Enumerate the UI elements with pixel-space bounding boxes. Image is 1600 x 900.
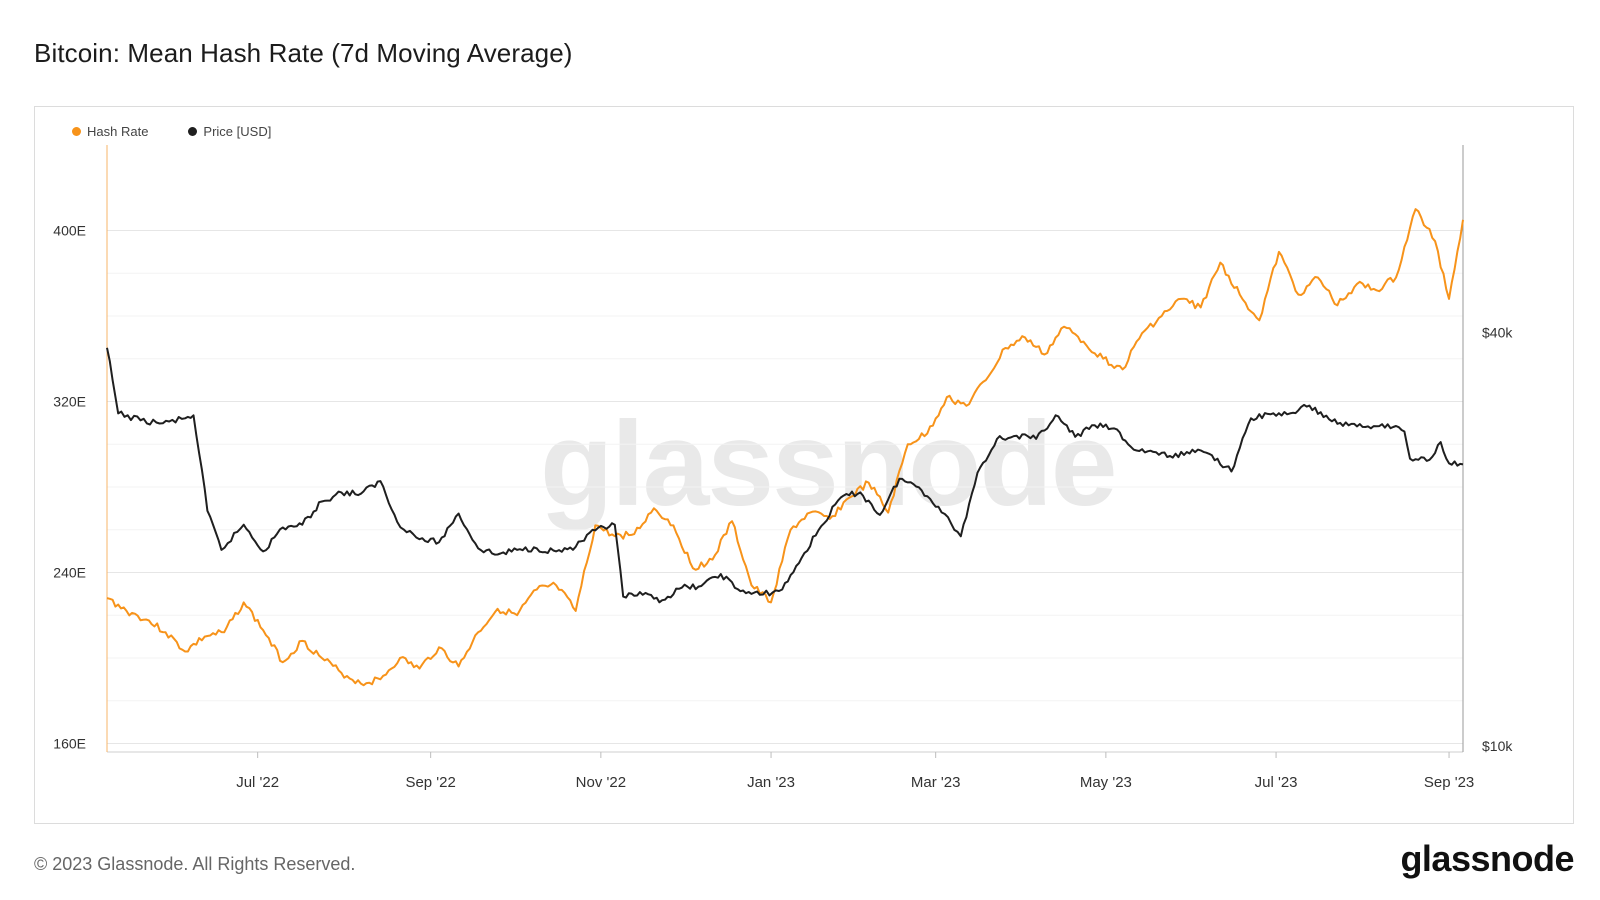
y-right-tick-label: $10k bbox=[1482, 738, 1513, 754]
y-left-tick-label: 160E bbox=[53, 735, 86, 751]
x-tick-label: Jul '23 bbox=[1255, 774, 1298, 791]
axis-layer: 160E 240E 320E 400E $10k $40k Jul '22 Sep '22 No… bbox=[53, 145, 1513, 791]
y-right-tick-label: $40k bbox=[1482, 324, 1513, 340]
y-left-tick-label: 240E bbox=[53, 564, 86, 580]
y-left-tick-label: 400E bbox=[53, 222, 86, 238]
copyright-footer: © 2023 Glassnode. All Rights Reserved. bbox=[34, 854, 356, 874]
legend-label: Hash Rate bbox=[87, 124, 149, 139]
chart-legend: Hash Rate Price [USD] bbox=[72, 124, 271, 139]
legend-dot-hash-rate bbox=[72, 127, 81, 136]
legend-item-price[interactable]: Price [USD] bbox=[188, 124, 271, 139]
legend-label: Price [USD] bbox=[203, 124, 272, 139]
x-tick-label: May '23 bbox=[1080, 774, 1132, 791]
price-line bbox=[106, 347, 1464, 604]
x-tick-label: Sep '22 bbox=[405, 774, 455, 791]
glassnode-logo[interactable]: glassnode bbox=[1400, 838, 1574, 879]
x-tick-label: Sep '23 bbox=[1424, 774, 1474, 791]
legend-item-hash-rate[interactable]: Hash Rate bbox=[72, 124, 148, 139]
x-tick-label: Nov '22 bbox=[576, 774, 626, 791]
series-layer bbox=[106, 208, 1464, 687]
x-tick-label: Jan '23 bbox=[747, 774, 795, 791]
chart-title: Bitcoin: Mean Hash Rate (7d Moving Avera… bbox=[34, 38, 573, 68]
hash-rate-line bbox=[106, 208, 1464, 687]
legend-dot-price bbox=[188, 127, 198, 136]
y-left-tick-label: 320E bbox=[53, 393, 86, 409]
x-tick-label: Jul '22 bbox=[236, 774, 279, 791]
chart-panel bbox=[34, 106, 1574, 824]
x-tick-label: Mar '23 bbox=[911, 774, 961, 791]
grid-layer bbox=[107, 229, 1463, 744]
